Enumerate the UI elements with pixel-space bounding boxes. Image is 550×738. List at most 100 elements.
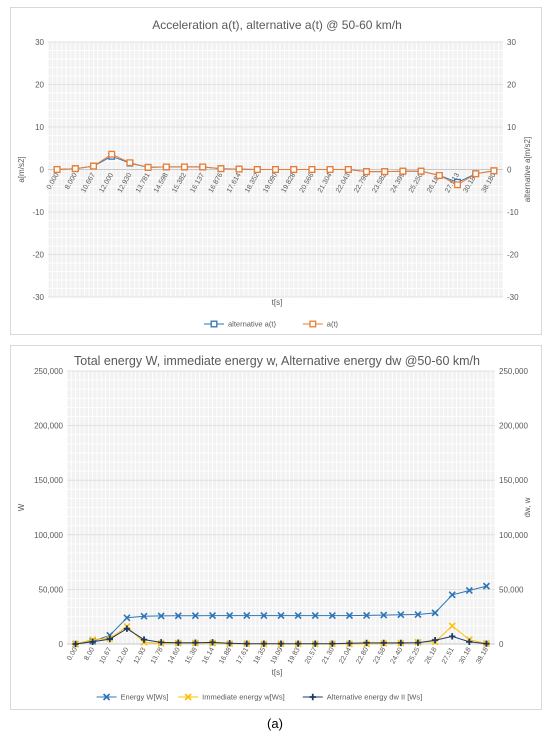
y-tick-label: -10 — [32, 208, 44, 217]
data-point — [363, 168, 370, 176]
y-tick-label: 250,000 — [34, 367, 63, 376]
data-point — [72, 640, 79, 648]
legend-label: Immediate energy w[Ws] — [202, 693, 285, 702]
y-tick-label: 0 — [59, 640, 64, 649]
data-point — [260, 640, 268, 647]
x-tick-label: 10.67 — [99, 646, 114, 665]
y-axis-title: W — [17, 503, 26, 511]
y2-axis-title: dw, w — [523, 497, 532, 517]
x-tick-label: 16.14 — [201, 646, 216, 665]
y2-tick-label: -30 — [507, 293, 519, 302]
y-tick-label: 20 — [35, 81, 44, 90]
y2-tick-label: 150,000 — [499, 476, 528, 485]
data-point — [174, 612, 182, 620]
legend: alternative a(t) a(t) — [204, 320, 339, 329]
x-tick-label: 19.83 — [287, 646, 302, 665]
x-tick-label: 20.57 — [304, 646, 319, 665]
data-point — [226, 640, 233, 647]
data-point — [106, 635, 113, 643]
y-tick-label: 30 — [35, 38, 44, 47]
data-point — [192, 639, 199, 646]
data-point — [345, 612, 354, 620]
y2-tick-label: 200,000 — [499, 422, 528, 431]
data-point — [157, 639, 165, 646]
x-tick-label: 26.18 — [424, 646, 439, 665]
data-point — [71, 165, 79, 173]
data-point — [380, 611, 388, 619]
y2-tick-label: 20 — [507, 81, 516, 90]
x-tick-label: 19.09 — [270, 646, 285, 665]
x-tick-label: 16.88 — [218, 646, 233, 665]
data-point — [417, 167, 425, 175]
acceleration-chart: Acceleration a(t), alternative a(t) @ 50… — [17, 18, 532, 329]
x-tick-label: 38.18 — [475, 646, 490, 665]
data-point — [144, 163, 152, 171]
data-point — [53, 166, 61, 173]
y-tick-label: -30 — [32, 293, 44, 302]
x-tick-label: 14.60 — [167, 646, 182, 665]
data-point — [363, 639, 370, 647]
data-point — [181, 163, 188, 171]
data-point — [123, 625, 131, 632]
legend-swatch-marker — [210, 320, 218, 328]
y2-tick-label: 0 — [507, 166, 512, 175]
y-tick-label: 200,000 — [34, 422, 63, 431]
data-point — [328, 612, 336, 620]
chart-title: Total energy W, immediate energy w, Alte… — [74, 354, 480, 368]
data-point — [435, 171, 443, 179]
data-point — [380, 639, 387, 647]
data-point — [472, 170, 480, 178]
data-point — [465, 586, 473, 595]
grid-lines — [66, 370, 496, 645]
y2-tick-label: 50,000 — [499, 585, 524, 594]
data-point — [346, 640, 353, 647]
legend-label: Alternative energy dw II [Ws] — [327, 693, 422, 702]
data-point — [490, 167, 498, 175]
y-tick-label: -20 — [32, 251, 44, 260]
data-point — [175, 639, 182, 646]
y2-tick-label: 30 — [507, 38, 516, 47]
data-point — [414, 610, 422, 619]
data-point — [277, 612, 285, 620]
legend: Energy W[Ws] Immediate energy w[Ws] Altern… — [96, 693, 422, 702]
data-point — [294, 640, 302, 647]
data-point — [140, 612, 148, 620]
legend-swatch-marker — [309, 693, 316, 701]
data-point — [397, 639, 405, 647]
x-tick-label: 24.40 — [390, 646, 405, 665]
legend-swatch-marker — [102, 693, 111, 701]
data-point — [272, 166, 279, 173]
x-tick-label: 23.58 — [372, 646, 387, 665]
data-point — [399, 167, 407, 175]
data-point — [199, 163, 207, 171]
x-tick-label: 27.51 — [441, 646, 456, 665]
data-point — [235, 165, 243, 173]
data-point — [243, 640, 250, 647]
y2-tick-label: 100,000 — [499, 531, 528, 540]
data-point — [90, 162, 97, 170]
data-point — [260, 612, 268, 620]
data-point — [448, 622, 456, 630]
y2-tick-label: -20 — [507, 251, 519, 260]
data-point — [191, 612, 199, 620]
legend-swatch-marker — [184, 693, 192, 701]
data-point — [308, 166, 316, 173]
data-point — [294, 612, 302, 620]
x-axis-title: t[s] — [272, 298, 283, 307]
x-tick-label: 13.78 — [150, 646, 165, 665]
x-tick-label: 30.18 — [458, 646, 473, 665]
x-tick-label: 12.93 — [133, 646, 148, 665]
x-tick-label: 18.35 — [253, 646, 268, 665]
x-tick-label: 15.38 — [184, 646, 199, 665]
y-tick-label: 150,000 — [34, 476, 63, 485]
legend-swatch-marker — [309, 320, 317, 328]
data-point — [449, 633, 456, 640]
energy-chart-panel: Total energy W, immediate energy w, Alte… — [10, 345, 542, 710]
data-point — [397, 611, 405, 619]
data-point — [329, 640, 336, 647]
series-1 — [53, 150, 498, 189]
data-point — [290, 166, 298, 173]
x-tick-label: 22.04 — [338, 646, 353, 665]
chart-title: Acceleration a(t), alternative a(t) @ 50… — [152, 18, 402, 32]
y2-tick-label: 250,000 — [499, 367, 528, 376]
